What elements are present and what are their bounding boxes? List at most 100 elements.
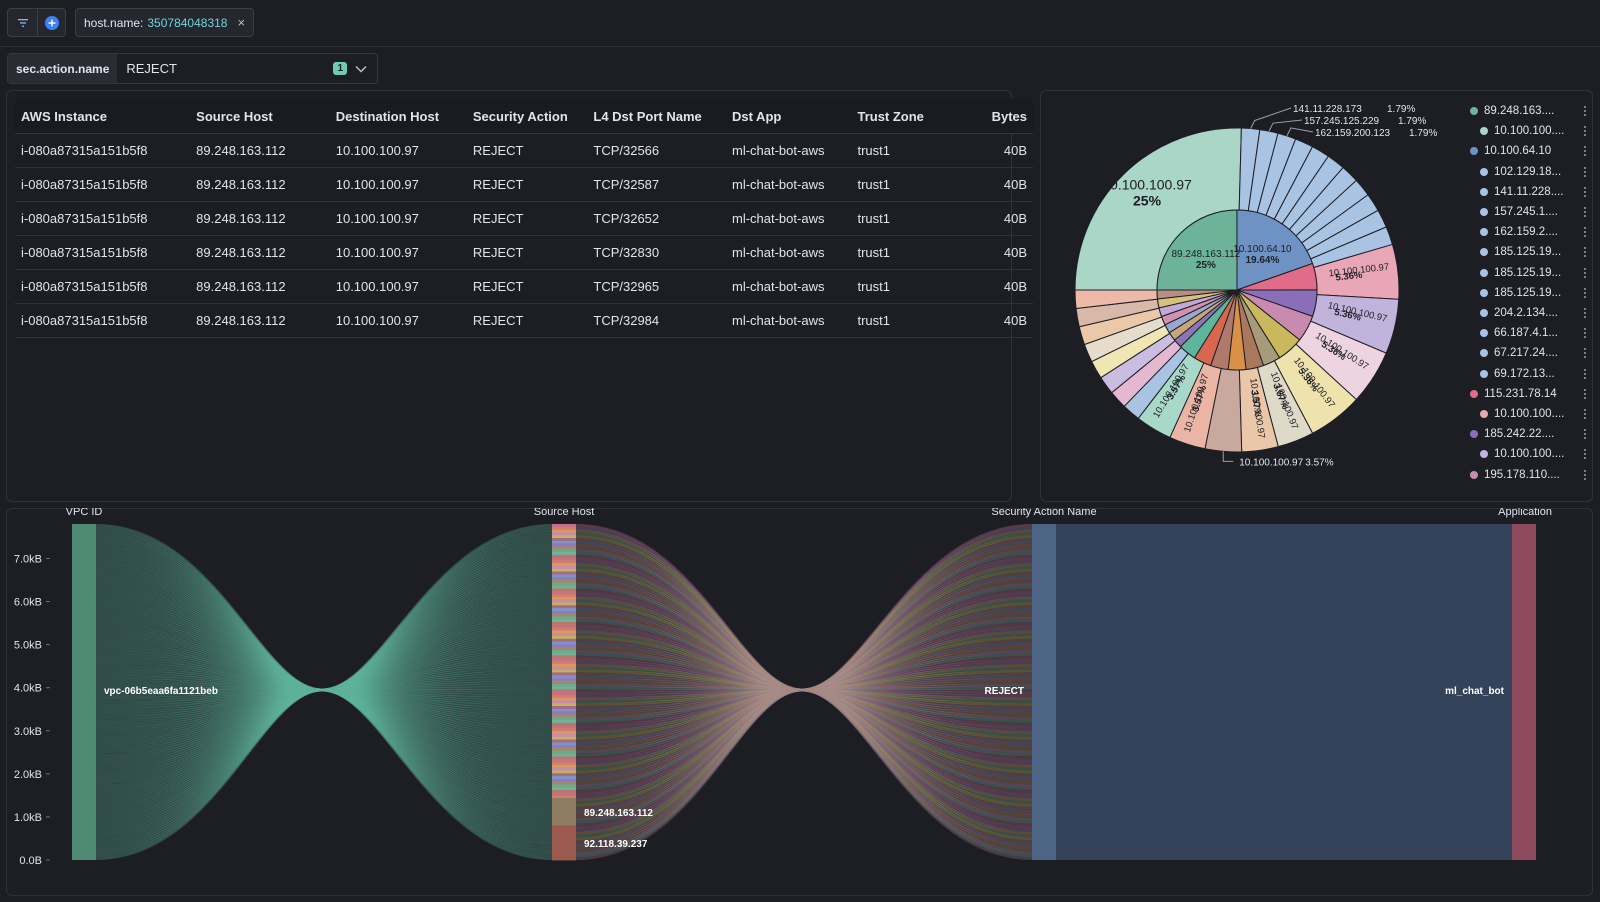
legend-item[interactable]: 67.217.24.... xyxy=(1470,344,1590,362)
chevron-down-icon[interactable] xyxy=(355,65,367,73)
sankey-link xyxy=(575,688,1033,788)
sankey-link xyxy=(575,543,1033,692)
sankey-node-source-host xyxy=(552,767,576,771)
filter-menu-button[interactable] xyxy=(8,9,38,36)
column-header[interactable]: Bytes xyxy=(959,99,1033,134)
column-header[interactable]: Dst App xyxy=(725,99,852,134)
legend-item[interactable]: 157.245.1.... xyxy=(1470,203,1590,221)
pie-callout-line xyxy=(1268,119,1303,132)
column-header[interactable]: Source Host xyxy=(190,99,330,134)
sankey-link xyxy=(95,563,553,692)
table-row[interactable]: i-080a87315a151b5f8 89.248.163.112 10.100.… xyxy=(15,167,1033,202)
sankey-node-source-host xyxy=(552,708,576,712)
legend-item[interactable]: 162.159.2.... xyxy=(1470,223,1590,241)
sankey-node-source-host xyxy=(552,720,576,724)
table-cell: 10.100.100.97 xyxy=(329,167,467,202)
sankey-link xyxy=(95,672,553,692)
table-row[interactable]: i-080a87315a151b5f8 89.248.163.112 10.100.… xyxy=(15,133,1033,168)
legend-item[interactable]: 204.2.134.... xyxy=(1470,304,1590,322)
legend-item[interactable]: 10.100.100.... xyxy=(1470,405,1590,423)
more-vertical-icon[interactable] xyxy=(1580,429,1590,440)
more-vertical-icon[interactable] xyxy=(1580,388,1590,399)
more-vertical-icon[interactable] xyxy=(1580,227,1590,238)
column-header[interactable]: Security Action xyxy=(466,99,588,134)
sankey-node-source-host xyxy=(552,588,576,592)
sankey-link xyxy=(575,688,1033,810)
legend-item[interactable]: 185.242.22.... xyxy=(1470,425,1590,443)
legend-item[interactable]: 185.125.19... xyxy=(1470,264,1590,282)
legend-item[interactable]: 115.231.78.14 xyxy=(1470,385,1590,403)
legend-item[interactable]: 185.125.19... xyxy=(1470,284,1590,302)
sankey-link xyxy=(575,532,1033,692)
legend-color-dot xyxy=(1470,147,1478,156)
sankey-node-source-host xyxy=(552,711,576,715)
more-vertical-icon[interactable] xyxy=(1580,146,1590,157)
control-selected-value[interactable]: REJECT xyxy=(126,61,177,76)
sankey-node-source-host xyxy=(552,543,576,547)
more-vertical-icon[interactable] xyxy=(1580,126,1590,137)
legend-item[interactable]: 89.248.163.... xyxy=(1470,102,1590,120)
legend-item[interactable]: 141.11.228.... xyxy=(1470,183,1590,201)
sankey-node-source-host xyxy=(552,524,576,528)
table-row[interactable]: i-080a87315a151b5f8 89.248.163.112 10.100.… xyxy=(15,269,1033,304)
table-row[interactable]: i-080a87315a151b5f8 89.248.163.112 10.100.… xyxy=(15,235,1033,270)
table-cell: REJECT xyxy=(466,167,588,202)
sankey-node-source-host xyxy=(552,694,576,698)
more-vertical-icon[interactable] xyxy=(1580,449,1590,460)
sankey-link xyxy=(575,686,1033,692)
sankey-link xyxy=(575,688,1033,824)
column-header[interactable]: AWS Instance xyxy=(15,99,191,134)
sankey-link xyxy=(95,688,553,709)
sankey-link xyxy=(575,688,1033,754)
sankey-node-label: ml_chat_bot xyxy=(1445,686,1505,697)
sankey-axis-header: Security Action Name xyxy=(991,508,1096,518)
more-vertical-icon[interactable] xyxy=(1580,308,1590,318)
sankey-link xyxy=(575,546,1033,692)
more-vertical-icon[interactable] xyxy=(1580,409,1590,419)
legend-item[interactable]: 69.172.13... xyxy=(1470,365,1590,383)
sankey-axis-header: Source Host xyxy=(534,508,595,518)
legend-item[interactable]: 66.187.4.1... xyxy=(1470,324,1590,342)
legend-item[interactable]: 195.178.110.... xyxy=(1470,466,1590,484)
sankey-link xyxy=(95,613,553,692)
sankey-link xyxy=(95,688,553,712)
legend-item[interactable]: 185.125.19... xyxy=(1470,243,1590,261)
column-header[interactable]: Trust Zone xyxy=(851,99,960,134)
sankey-link xyxy=(575,633,1033,692)
table-row[interactable]: i-080a87315a151b5f8 89.248.163.112 10.100.… xyxy=(15,303,1033,338)
table-cell: TCP/32652 xyxy=(587,201,726,236)
filter-button-group xyxy=(7,8,66,37)
sankey-link xyxy=(575,580,1033,692)
sankey-link xyxy=(575,688,1033,771)
sankey-link xyxy=(575,688,1033,841)
more-vertical-icon[interactable] xyxy=(1580,106,1590,116)
close-icon[interactable]: × xyxy=(237,15,246,30)
legend-item[interactable]: 102.129.18... xyxy=(1470,163,1590,181)
more-vertical-icon[interactable] xyxy=(1580,368,1590,379)
column-header[interactable]: L4 Dst Port Name xyxy=(587,99,726,134)
more-vertical-icon[interactable] xyxy=(1580,287,1590,298)
sankey-link xyxy=(95,688,553,695)
add-filter-button[interactable] xyxy=(37,9,66,36)
more-vertical-icon[interactable] xyxy=(1580,186,1590,197)
more-vertical-icon[interactable] xyxy=(1580,166,1590,177)
more-vertical-icon[interactable] xyxy=(1580,469,1590,480)
column-header[interactable]: Destination Host xyxy=(329,99,467,134)
more-vertical-icon[interactable] xyxy=(1580,267,1590,278)
more-vertical-icon[interactable] xyxy=(1580,207,1590,217)
legend-item[interactable]: 10.100.100.... xyxy=(1470,445,1590,463)
table-cell: i-080a87315a151b5f8 xyxy=(15,167,191,202)
sankey-link xyxy=(95,688,553,765)
legend-item[interactable]: 10.100.64.10 xyxy=(1470,142,1590,160)
filter-pill[interactable]: host.name: 350784048318 × xyxy=(75,8,255,37)
options-list-control[interactable]: sec.action.name REJECT 1 xyxy=(7,53,378,84)
legend-item[interactable]: 10.100.100.... xyxy=(1470,122,1590,140)
table-row[interactable]: i-080a87315a151b5f8 89.248.163.112 10.100.… xyxy=(15,201,1033,236)
more-vertical-icon[interactable] xyxy=(1580,247,1590,258)
plus-circle-icon xyxy=(44,15,59,30)
more-vertical-icon[interactable] xyxy=(1580,348,1590,359)
sankey-link xyxy=(575,675,1033,692)
sankey-node-source-host xyxy=(552,580,576,584)
more-vertical-icon[interactable] xyxy=(1580,328,1590,339)
sankey-link xyxy=(575,582,1033,692)
